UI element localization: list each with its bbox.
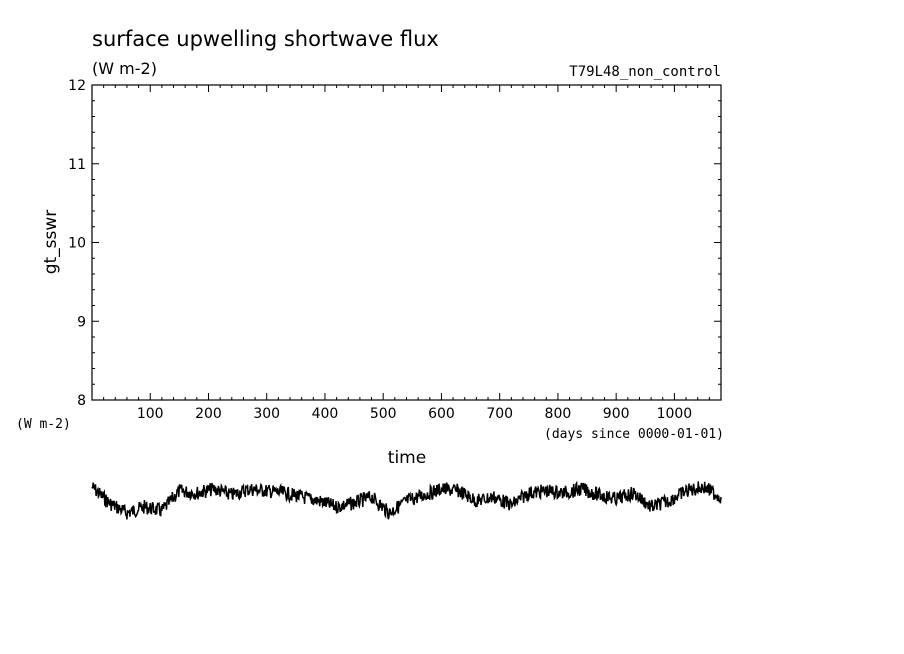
- x-tick-label: 1000: [657, 406, 693, 422]
- y-tick-label: 8: [77, 393, 86, 409]
- x-tick-label: 600: [428, 406, 455, 422]
- x-tick-label: 100: [137, 406, 164, 422]
- x-units-label: (days since 0000-01-01): [544, 427, 724, 442]
- run-label: T79L48_non_control: [569, 64, 721, 80]
- x-tick-labels: 100 200 300 400 500 600 700 800 900 1000: [137, 406, 692, 422]
- y-tick-label: 11: [68, 157, 86, 173]
- x-tick-label: 500: [370, 406, 397, 422]
- x-tick-label: 700: [486, 406, 513, 422]
- chart-units: (W m-2): [92, 59, 157, 78]
- x-axis-label: time: [388, 448, 426, 468]
- x-tick-label: 800: [545, 406, 572, 422]
- plot-frame: [91, 84, 722, 401]
- x-tick-label: 400: [312, 406, 339, 422]
- x-tick-label: 300: [253, 406, 280, 422]
- x-tick-label: 900: [603, 406, 630, 422]
- y-tick-labels: 8 9 10 11 12: [68, 78, 86, 409]
- y-units-label: (W m-2): [16, 417, 71, 432]
- y-tick-label: 10: [68, 236, 86, 252]
- y-tick-label: 9: [77, 314, 86, 330]
- x-tick-label: 200: [195, 406, 222, 422]
- series-line: [91, 480, 722, 520]
- y-axis-label: gt_sswr: [41, 210, 61, 275]
- y-tick-label: 12: [68, 78, 86, 94]
- tick-marks: [92, 85, 721, 400]
- chart-title: surface upwelling shortwave flux: [92, 27, 439, 51]
